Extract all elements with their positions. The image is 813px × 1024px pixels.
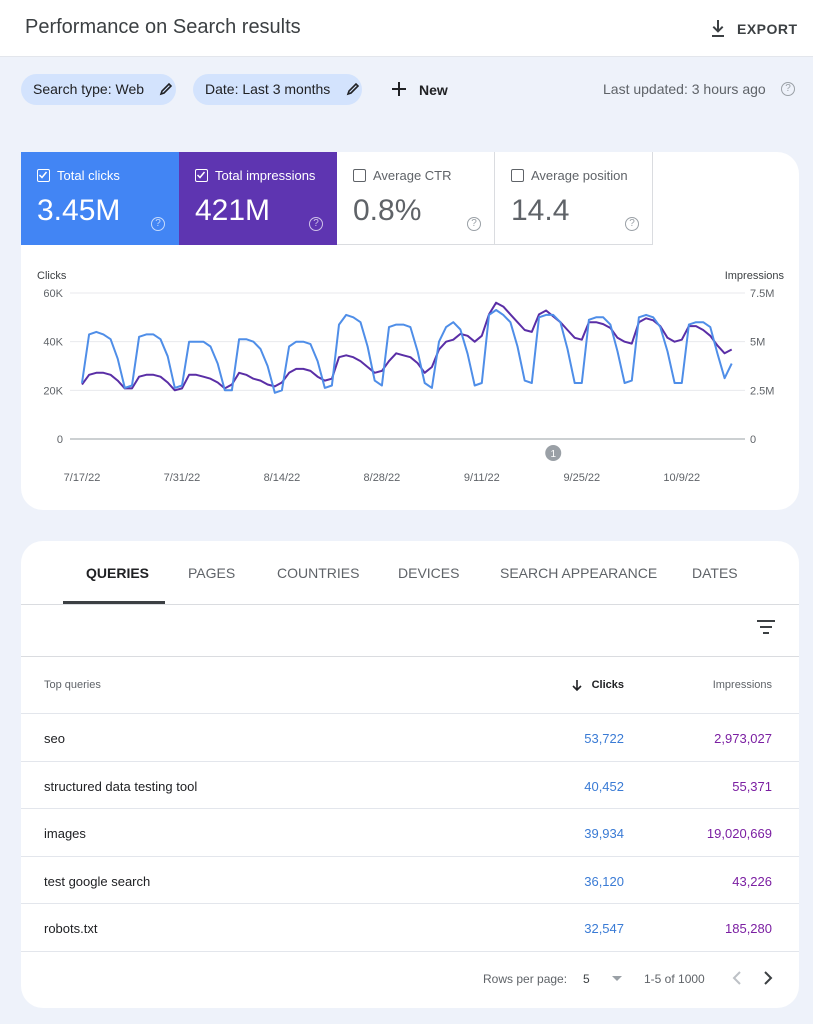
- metric-value: 3.45M: [37, 194, 121, 227]
- divider: [21, 604, 799, 605]
- metric-tile[interactable]: Average position 14.4?: [495, 152, 653, 245]
- metric-value: 421M: [195, 194, 271, 227]
- annotation-label: 1: [550, 449, 556, 460]
- x-tick-label: 7/31/22: [164, 472, 201, 484]
- filter-chip[interactable]: Search type: Web: [21, 74, 177, 105]
- y-tick-label: 0: [57, 434, 63, 446]
- last-updated: Last updated: 3 hours ago: [603, 81, 766, 97]
- checkbox: [195, 169, 208, 182]
- x-tick-label: 8/14/22: [264, 472, 301, 484]
- tab[interactable]: DATES: [692, 565, 738, 581]
- impressions: 19,020,669: [706, 826, 772, 841]
- help-icon: ?: [309, 217, 323, 231]
- clicks: 53,722: [584, 731, 624, 746]
- tab[interactable]: DEVICES: [398, 565, 460, 581]
- divider: [21, 951, 799, 952]
- series-line: [81, 309, 733, 394]
- divider: [21, 656, 799, 657]
- metric-label: Average CTR: [373, 168, 452, 183]
- page-nav[interactable]: [730, 970, 780, 986]
- column-header: Top queries: [44, 679, 101, 691]
- series-line: [81, 301, 733, 392]
- sort-icon[interactable]: [571, 679, 583, 692]
- clicks: 36,120: [584, 873, 624, 889]
- tab-indicator: [63, 601, 165, 604]
- checkbox: [511, 169, 524, 182]
- rows-per-page-label: Rows per page:: [483, 972, 568, 986]
- tab[interactable]: COUNTRIES: [277, 565, 360, 581]
- axis-title: Impressions: [725, 270, 785, 282]
- impressions: 55,371: [732, 778, 772, 794]
- y2-tick-label: 5M: [750, 337, 765, 349]
- column-header[interactable]: Clicks: [591, 679, 624, 691]
- table-row[interactable]: images 39,934 19,020,669: [21, 808, 799, 856]
- export-button[interactable]: EXPORT: [737, 21, 798, 37]
- help-icon: ?: [151, 217, 165, 231]
- metric-tile[interactable]: Total clicks 3.45M?: [21, 152, 179, 245]
- help-icon: ?: [625, 217, 639, 231]
- tab[interactable]: QUERIES: [86, 565, 150, 581]
- export-icon[interactable]: [708, 18, 728, 38]
- page-title: Performance on Search results: [25, 16, 301, 38]
- query: images: [44, 826, 86, 841]
- x-tick-label: 10/9/22: [663, 472, 700, 484]
- x-tick-label: 7/17/22: [64, 472, 101, 484]
- add-icon[interactable]: [390, 80, 408, 98]
- checkbox: [353, 169, 366, 182]
- table-row[interactable]: test google search 36,120 43,226: [21, 855, 799, 904]
- y2-tick-label: 7.5M: [750, 288, 774, 300]
- y-tick-label: 40K: [43, 337, 63, 349]
- metric-tile[interactable]: Total impressions 421M?: [179, 152, 337, 245]
- table-row[interactable]: seo 53,722 2,973,027: [21, 713, 799, 761]
- x-tick-label: 9/11/22: [464, 472, 500, 484]
- metric-label: Average position: [531, 168, 628, 183]
- metric-label: Total impressions: [215, 168, 316, 183]
- impressions: 43,226: [732, 873, 772, 889]
- metric-tile[interactable]: Average CTR 0.8%?: [337, 152, 495, 245]
- filter-icon[interactable]: [756, 619, 776, 635]
- table-row[interactable]: structured data testing tool 40,452 55,371: [21, 760, 799, 809]
- axis-title: Clicks: [37, 270, 67, 282]
- header: [0, 0, 813, 57]
- table-row[interactable]: robots.txt 32,547 185,280: [21, 903, 799, 951]
- edit-icon[interactable]: [346, 82, 360, 96]
- filter-chip[interactable]: Date: Last 3 months: [193, 74, 363, 105]
- metric-value: 14.4: [511, 194, 570, 227]
- y2-tick-label: 2.5M: [750, 385, 774, 397]
- tab[interactable]: SEARCH APPEARANCE: [500, 565, 658, 581]
- impressions: 185,280: [725, 921, 772, 936]
- chart: Clicks Impressions 0 20K 40K 60K 0 2.5M 5M 7.5M 7/…: [37, 270, 785, 484]
- page-range: 1-5 of 1000: [644, 972, 705, 986]
- help-icon[interactable]: ?: [781, 82, 795, 96]
- impressions: 2,973,027: [714, 731, 772, 746]
- query: test google search: [44, 873, 151, 889]
- metric-label: Total clicks: [57, 168, 120, 183]
- metric-value: 0.8%: [353, 194, 422, 227]
- query: seo: [44, 731, 65, 746]
- y-tick-label: 60K: [43, 288, 63, 300]
- x-tick-label: 9/25/22: [563, 472, 600, 484]
- help-icon: ?: [467, 217, 481, 231]
- x-tick-label: 8/28/22: [364, 472, 401, 484]
- column-header[interactable]: Impressions: [712, 679, 772, 691]
- checkbox: [37, 169, 50, 182]
- rows-per-page-select[interactable]: 5: [583, 972, 590, 986]
- edit-icon[interactable]: [159, 82, 173, 96]
- table-card: [21, 541, 799, 1008]
- new-filter-button[interactable]: New: [419, 82, 448, 98]
- annotation-marker: [545, 445, 562, 461]
- tab[interactable]: PAGES: [188, 565, 236, 581]
- dropdown-icon[interactable]: [611, 975, 623, 983]
- clicks: 40,452: [584, 778, 624, 794]
- clicks: 39,934: [584, 826, 624, 841]
- query: robots.txt: [44, 921, 98, 936]
- query: structured data testing tool: [44, 778, 198, 794]
- y-tick-label: 20K: [43, 385, 63, 397]
- y2-tick-label: 0: [750, 434, 756, 446]
- clicks: 32,547: [584, 921, 624, 936]
